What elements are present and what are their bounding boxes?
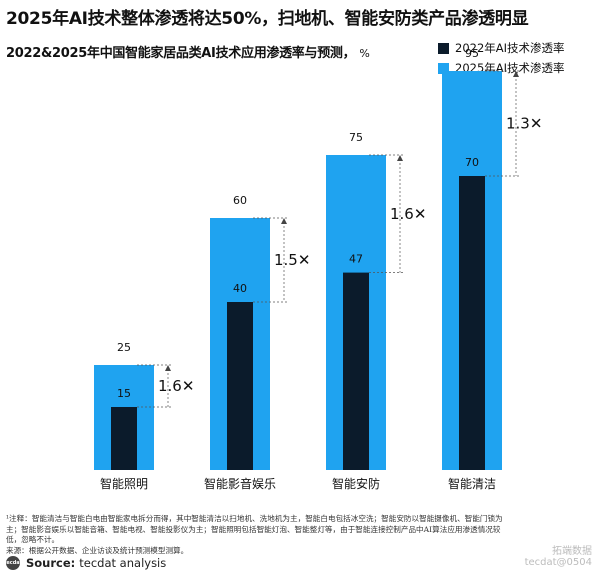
chart-subtitle: 2022&2025年中国智能家居品类AI技术应用渗透率与预测，%: [6, 42, 426, 61]
bar-chart: 25 15 智能照明 1.6✕ 60 40 智能影音娱乐 1.5✕ 75 47 智能安防 1.6✕ 95…: [94, 47, 542, 491]
bar-2022: [343, 272, 369, 470]
legend-swatch-2025: [438, 62, 449, 74]
source-label: Source:: [26, 556, 76, 570]
bar-2022: [227, 302, 253, 470]
growth-multiplier: 1.3✕: [506, 115, 542, 133]
subtitle-text: 2022&2025年中国智能家居品类AI技术应用渗透率与预测，: [6, 46, 356, 61]
legend-swatch-2022: [438, 42, 449, 54]
footnote-line: ¹注释：智能清洁与智能白电由智能家电拆分而得，其中智能清洁以扫地机、洗地机为主，…: [6, 514, 503, 523]
legend-item-2022: 2022年AI技术渗透率: [438, 38, 565, 58]
bracket-arrow-icon: [513, 71, 519, 77]
data-label-2025: 25: [117, 341, 131, 354]
category-label: 智能照明: [100, 476, 148, 491]
data-label-2025: 75: [349, 131, 363, 144]
watermark-line1: 拓端数据: [552, 546, 592, 557]
chart-title: 2025年AI技术整体渗透将达50%，扫地机、智能安防类产品渗透明显: [6, 9, 529, 29]
category-label: 智能安防: [332, 476, 380, 491]
footnote-source-line: 来源：根据公开数据、企业访谈及统计预测模型测算。: [6, 545, 189, 555]
unit-label: %: [359, 47, 370, 60]
source-name: tecdat analysis: [79, 556, 167, 570]
legend: 2022年AI技术渗透率 2025年AI技术渗透率: [438, 38, 565, 78]
data-label-2022: 70: [465, 156, 479, 169]
data-label-2022: 47: [349, 253, 363, 266]
bracket-arrow-icon: [281, 218, 287, 224]
watermark-line2: tecdat@0504: [524, 557, 592, 568]
data-label-2025: 60: [233, 194, 247, 207]
footnote-line: 主；智能影音娱乐以智能音箱、智能电视、智能投影仪为主；智能照明包括智能灯泡、智能…: [6, 524, 501, 534]
growth-multiplier: 1.6✕: [390, 205, 426, 223]
bar-2022: [459, 176, 485, 470]
footnote-line: 低，忽略不计。: [6, 535, 60, 544]
category-label: 智能清洁: [448, 476, 496, 491]
data-label-2022: 15: [117, 387, 131, 400]
growth-multiplier: 1.5✕: [274, 251, 310, 269]
category-label: 智能影音娱乐: [204, 476, 276, 491]
legend-label-2022: 2022年AI技术渗透率: [455, 41, 565, 55]
watermark: 拓端数据 tecdat@0504: [525, 546, 592, 568]
data-label-2022: 40: [233, 282, 247, 295]
bar-2022: [111, 407, 137, 470]
bracket-arrow-icon: [397, 155, 403, 161]
data-label-2025: 95: [465, 47, 479, 60]
source-row: tecdat Source: tecdat analysis: [4, 556, 167, 570]
bracket-arrow-icon: [165, 365, 171, 371]
footnote: ¹注释：智能清洁与智能白电由智能家电拆分而得，其中智能清洁以扫地机、洗地机为主，…: [6, 514, 594, 556]
tecdat-logo-icon: tecdat: [4, 556, 22, 570]
growth-multiplier: 1.6✕: [158, 377, 194, 395]
